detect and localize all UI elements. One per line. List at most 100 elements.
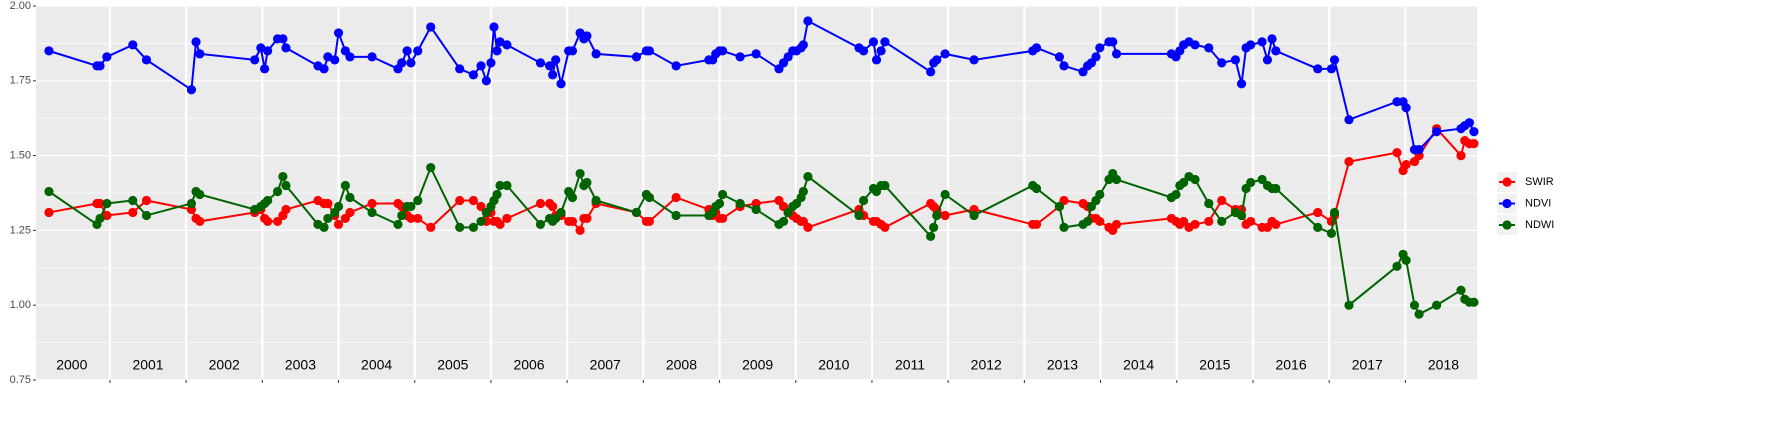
data-point xyxy=(591,49,601,59)
data-point xyxy=(1054,201,1065,212)
year-label: 2001 xyxy=(132,357,163,373)
data-point xyxy=(1204,43,1214,53)
data-point xyxy=(803,16,813,26)
year-label: 2005 xyxy=(437,357,468,373)
data-point xyxy=(413,213,423,224)
data-point xyxy=(455,195,465,206)
data-point xyxy=(1414,145,1424,155)
data-point xyxy=(426,22,436,32)
data-point xyxy=(567,192,578,203)
data-point xyxy=(671,61,681,71)
data-point xyxy=(858,46,869,56)
data-point xyxy=(1329,55,1340,65)
data-point xyxy=(195,216,205,227)
year-label: 2011 xyxy=(895,357,925,373)
data-point xyxy=(545,61,555,71)
data-point xyxy=(803,222,813,233)
data-point xyxy=(876,46,886,56)
data-point xyxy=(489,22,499,32)
data-point xyxy=(1469,297,1479,307)
data-point xyxy=(95,213,105,224)
year-label: 2009 xyxy=(742,357,773,373)
year-label: 2017 xyxy=(1352,357,1383,373)
data-point xyxy=(671,192,681,203)
data-point xyxy=(1326,228,1337,238)
data-point xyxy=(272,216,283,227)
data-point xyxy=(44,186,54,197)
data-point xyxy=(1095,43,1105,53)
data-point xyxy=(803,171,813,182)
data-point xyxy=(1179,216,1189,227)
data-point xyxy=(128,207,138,218)
data-point xyxy=(1392,148,1402,158)
data-point xyxy=(1054,52,1065,62)
data-point xyxy=(1432,127,1442,137)
data-point xyxy=(495,219,505,230)
data-point xyxy=(1344,115,1354,125)
data-point xyxy=(631,207,642,218)
data-point xyxy=(735,52,745,62)
legend-label: SWIR xyxy=(1525,176,1554,188)
data-point xyxy=(1031,43,1042,53)
data-point xyxy=(186,198,197,209)
data-point xyxy=(940,189,950,200)
data-point xyxy=(1190,219,1200,230)
data-point xyxy=(926,67,936,77)
data-point xyxy=(1271,183,1281,194)
data-point xyxy=(455,64,465,74)
year-label: 2015 xyxy=(1199,357,1230,373)
data-point xyxy=(591,195,601,206)
data-point xyxy=(263,46,273,56)
data-point xyxy=(551,55,561,65)
data-point xyxy=(868,37,879,47)
data-point xyxy=(492,46,502,56)
data-point xyxy=(281,180,291,191)
data-point xyxy=(476,216,486,227)
data-point xyxy=(486,58,496,68)
data-point xyxy=(1236,210,1247,221)
data-point xyxy=(455,222,465,233)
data-point xyxy=(969,210,979,221)
data-point xyxy=(367,207,377,218)
data-point xyxy=(102,210,112,221)
legend-point xyxy=(1502,198,1512,209)
data-point xyxy=(141,195,152,206)
data-point xyxy=(778,216,789,227)
y-tick-label: 1.75 xyxy=(10,75,31,87)
data-point xyxy=(426,162,436,173)
data-point xyxy=(717,213,728,224)
data-point xyxy=(426,222,436,233)
data-point xyxy=(323,52,333,62)
data-point xyxy=(1204,198,1214,209)
data-point xyxy=(1217,216,1227,227)
data-point xyxy=(969,55,979,65)
data-point xyxy=(95,198,105,209)
data-point xyxy=(333,201,344,212)
data-point xyxy=(413,46,423,56)
data-point xyxy=(548,201,558,212)
data-point xyxy=(631,52,642,62)
data-point xyxy=(128,40,138,50)
data-point xyxy=(195,189,205,200)
data-point xyxy=(880,180,890,191)
data-point xyxy=(548,70,558,80)
data-point xyxy=(751,204,761,215)
data-point xyxy=(1271,219,1281,230)
data-point xyxy=(186,85,197,95)
data-point xyxy=(323,213,333,224)
data-point xyxy=(278,171,288,182)
data-point xyxy=(333,219,344,230)
data-point xyxy=(502,40,512,50)
data-point xyxy=(397,210,407,221)
data-point xyxy=(402,46,412,56)
data-point xyxy=(671,210,681,221)
year-label: 2018 xyxy=(1428,357,1459,373)
data-point xyxy=(567,216,578,227)
data-point xyxy=(1083,216,1093,227)
data-point xyxy=(1059,222,1069,233)
data-point xyxy=(468,222,479,233)
data-point xyxy=(476,201,486,212)
y-tick-label: 1.25 xyxy=(10,224,31,236)
data-point xyxy=(323,198,333,209)
